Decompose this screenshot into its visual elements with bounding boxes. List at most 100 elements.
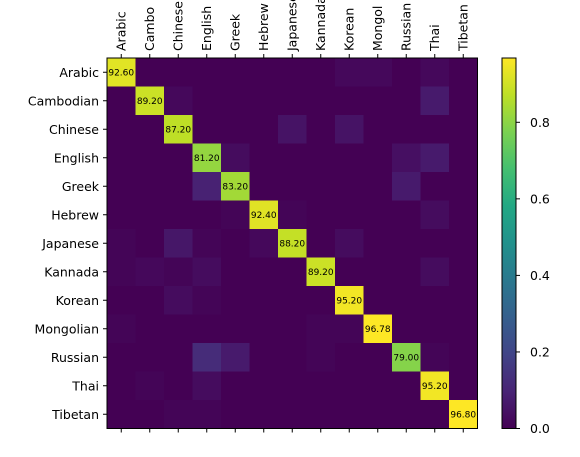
heatmap-cell-10-10 bbox=[392, 343, 421, 372]
heatmap-cell-4-5 bbox=[249, 172, 279, 201]
heatmap-cell-1-7 bbox=[306, 86, 336, 116]
heatmap-cell-10-1 bbox=[135, 343, 165, 372]
heatmap-cell-2-7 bbox=[306, 115, 336, 144]
heatmap-cell-7-3 bbox=[192, 257, 222, 287]
heatmap-cell-2-2 bbox=[164, 115, 193, 144]
heatmap-cell-8-10 bbox=[392, 286, 421, 315]
y-tick-label-0: Arabic bbox=[59, 65, 99, 80]
heatmap-cell-12-0 bbox=[107, 400, 136, 429]
colorbar-tick-label-0: 0.0 bbox=[530, 421, 550, 436]
heatmap-cell-8-8 bbox=[335, 286, 364, 315]
heatmap-cell-2-3 bbox=[192, 115, 222, 144]
heatmap-cell-7-7 bbox=[306, 257, 336, 287]
heatmap-cell-10-7 bbox=[306, 343, 336, 372]
colorbar-tick-label-1: 0.2 bbox=[530, 344, 550, 359]
heatmap-cell-7-9 bbox=[363, 257, 393, 287]
heatmap-cell-10-4 bbox=[221, 343, 250, 372]
heatmap-cell-11-10 bbox=[392, 371, 421, 401]
heatmap-cell-9-10 bbox=[392, 314, 421, 344]
heatmap-cell-8-11 bbox=[420, 286, 450, 315]
heatmap-cell-5-11 bbox=[420, 200, 450, 230]
heatmap-cell-5-0 bbox=[107, 200, 136, 230]
y-tick-label-2: Chinese bbox=[49, 122, 99, 137]
heatmap-cell-9-11 bbox=[420, 314, 450, 344]
heatmap-cell-11-11 bbox=[420, 371, 450, 401]
heatmap-cell-8-0 bbox=[107, 286, 136, 315]
cell-label-5: 92.40 bbox=[251, 211, 277, 221]
heatmap-cell-4-8 bbox=[335, 172, 364, 201]
heatmap-cell-0-1 bbox=[135, 58, 165, 87]
heatmap-cell-4-1 bbox=[135, 172, 165, 201]
heatmap-cell-7-0 bbox=[107, 257, 136, 287]
heatmap-cell-3-6 bbox=[278, 143, 307, 173]
heatmap-cell-1-0 bbox=[107, 86, 136, 116]
heatmap-cell-1-4 bbox=[221, 86, 250, 116]
heatmap-cell-4-11 bbox=[420, 172, 450, 201]
y-tick-label-5: Hebrew bbox=[51, 207, 99, 222]
heatmap-cell-9-4 bbox=[221, 314, 250, 344]
heatmap-cell-12-10 bbox=[392, 400, 421, 429]
x-tick-label-11: Thai bbox=[427, 24, 442, 52]
heatmap-cell-7-8 bbox=[335, 257, 364, 287]
heatmap-cell-0-2 bbox=[164, 58, 193, 87]
heatmap-cell-5-9 bbox=[363, 200, 393, 230]
heatmap-cell-1-6 bbox=[278, 86, 307, 116]
heatmap-cell-1-1 bbox=[135, 86, 165, 116]
cell-label-8: 95.20 bbox=[336, 296, 362, 306]
x-tick-label-1: Cambo bbox=[142, 7, 157, 51]
y-tick-label-10: Russian bbox=[51, 350, 99, 365]
heatmap-cell-7-4 bbox=[221, 257, 250, 287]
heatmap-cell-12-1 bbox=[135, 400, 165, 429]
heatmap-cell-10-5 bbox=[249, 343, 279, 372]
heatmap-cell-10-11 bbox=[420, 343, 450, 372]
heatmap-cell-5-4 bbox=[221, 200, 250, 230]
x-tick-label-5: Hebrew bbox=[256, 3, 271, 51]
heatmap-cell-6-12 bbox=[449, 229, 478, 258]
heatmap-cell-2-12 bbox=[449, 115, 478, 144]
heatmap-cell-12-2 bbox=[164, 400, 193, 429]
cell-label-12: 96.80 bbox=[450, 410, 476, 420]
cell-label-11: 95.20 bbox=[422, 382, 448, 392]
heatmap-cell-9-0 bbox=[107, 314, 136, 344]
heatmap-cell-2-5 bbox=[249, 115, 279, 144]
heatmap-cell-6-7 bbox=[306, 229, 336, 258]
heatmap-cell-11-7 bbox=[306, 371, 336, 401]
heatmap-cell-4-7 bbox=[306, 172, 336, 201]
colorbar-tick-label-2: 0.4 bbox=[530, 268, 550, 283]
heatmap-cell-0-8 bbox=[335, 58, 364, 87]
colorbar bbox=[501, 57, 517, 429]
y-tick-label-7: Kannada bbox=[44, 264, 99, 279]
heatmap-cell-5-12 bbox=[449, 200, 478, 230]
heatmap-cell-10-6 bbox=[278, 343, 307, 372]
heatmap-cell-4-10 bbox=[392, 172, 421, 201]
heatmap-cell-1-11 bbox=[420, 86, 450, 116]
heatmap-cell-9-5 bbox=[249, 314, 279, 344]
heatmap-cell-3-11 bbox=[420, 143, 450, 173]
heatmap-cell-3-4 bbox=[221, 143, 250, 173]
heatmap-cell-1-9 bbox=[363, 86, 393, 116]
heatmap-cell-4-4 bbox=[221, 172, 250, 201]
heatmap-cell-10-0 bbox=[107, 343, 136, 372]
heatmap-cell-11-8 bbox=[335, 371, 364, 401]
heatmap-cell-12-9 bbox=[363, 400, 393, 429]
heatmap-cell-6-0 bbox=[107, 229, 136, 258]
heatmap-cell-1-8 bbox=[335, 86, 364, 116]
heatmap-cell-6-3 bbox=[192, 229, 222, 258]
heatmap-cell-7-5 bbox=[249, 257, 279, 287]
heatmap-cell-9-6 bbox=[278, 314, 307, 344]
heatmap-cell-8-6 bbox=[278, 286, 307, 315]
heatmap-cell-9-9 bbox=[363, 314, 393, 344]
heatmap-cell-8-9 bbox=[363, 286, 393, 315]
heatmap-cell-10-3 bbox=[192, 343, 222, 372]
heatmap-cell-12-3 bbox=[192, 400, 222, 429]
heatmap-cell-8-7 bbox=[306, 286, 336, 315]
heatmap-cell-7-11 bbox=[420, 257, 450, 287]
heatmap-cell-3-3 bbox=[192, 143, 222, 173]
heatmap-cell-6-9 bbox=[363, 229, 393, 258]
heatmap-cell-7-6 bbox=[278, 257, 307, 287]
heatmap-cell-4-6 bbox=[278, 172, 307, 201]
heatmap-cell-12-7 bbox=[306, 400, 336, 429]
heatmap-cell-9-12 bbox=[449, 314, 478, 344]
heatmap-cell-1-3 bbox=[192, 86, 222, 116]
